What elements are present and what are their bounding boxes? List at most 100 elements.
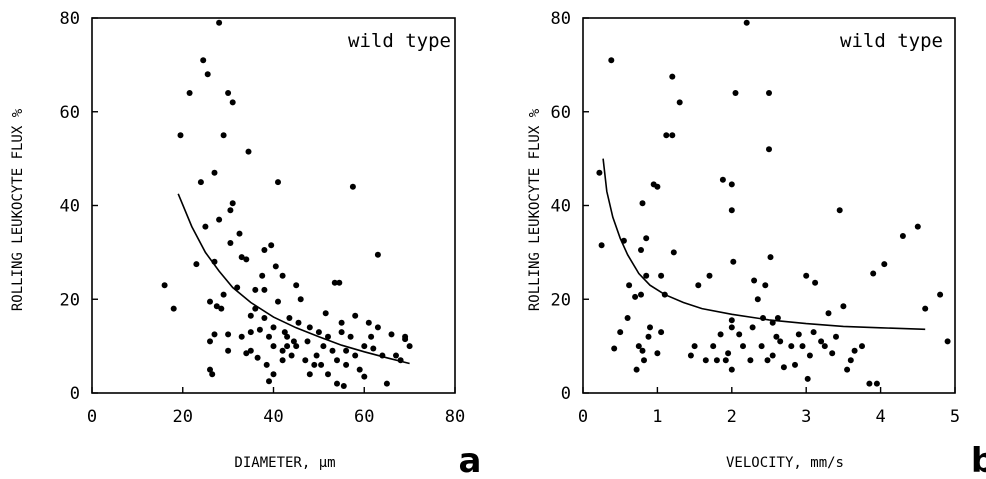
panel-a-data-point bbox=[216, 216, 223, 223]
panel-b-data-point bbox=[647, 324, 653, 331]
panel-a-data-point bbox=[318, 361, 325, 368]
panel-a-data-point bbox=[402, 333, 409, 340]
panel-a-data-point bbox=[270, 371, 277, 378]
panel-a-data-point bbox=[177, 132, 184, 139]
panel-b-data-point bbox=[732, 90, 739, 96]
panel-b-data-point bbox=[749, 324, 756, 331]
panel-b-data-point bbox=[840, 303, 847, 310]
panel-a-data-point bbox=[252, 286, 259, 293]
panel-a-data-point bbox=[218, 305, 225, 312]
panel-b-data-point bbox=[806, 352, 813, 359]
panel-a-data-point bbox=[281, 329, 288, 336]
panel-a-data-point bbox=[290, 338, 297, 345]
panel-a-data-point bbox=[352, 312, 359, 319]
panel-a-data-point bbox=[275, 298, 281, 305]
panel-b-data-point bbox=[632, 293, 639, 300]
panel-a-data-point bbox=[200, 57, 207, 64]
panel-b-letter: b bbox=[971, 441, 986, 479]
panel-a-data-point bbox=[322, 310, 329, 317]
panel-b-data-point bbox=[728, 366, 735, 373]
panel-a-letter: a bbox=[459, 441, 482, 479]
panel-a-data-point bbox=[338, 329, 345, 336]
panel-a-data-point bbox=[343, 347, 350, 354]
panel-a-data-point bbox=[325, 371, 331, 378]
panel-a-data-point bbox=[266, 378, 272, 385]
panel-a-data-point bbox=[288, 352, 295, 359]
panel-b-data-point bbox=[617, 329, 624, 336]
panel-a-data-point bbox=[243, 256, 250, 263]
panel-b-data-point bbox=[780, 364, 787, 371]
panel-b-data-point bbox=[777, 338, 784, 345]
panel-b-data-point bbox=[719, 176, 726, 183]
panel-a-data-point bbox=[313, 352, 320, 359]
panel-a-data-point bbox=[334, 380, 340, 387]
panel-a-fit-curve bbox=[177, 193, 410, 365]
panel-a-y-tick-label: 20 bbox=[60, 290, 80, 310]
panel-a-data-point bbox=[279, 272, 286, 279]
panel-a-data-point bbox=[211, 331, 218, 338]
panel-b-data-point bbox=[643, 272, 650, 279]
panel-a-data-point bbox=[186, 90, 193, 96]
panel-b-data-point bbox=[736, 331, 743, 338]
panel-b-data-point bbox=[663, 132, 670, 139]
panel-a-data-point bbox=[279, 357, 286, 364]
panel-b-data-point bbox=[722, 357, 729, 364]
panel-b-data-point bbox=[611, 345, 618, 352]
panel-b-data-point bbox=[728, 207, 735, 214]
panel-b-data-point bbox=[944, 338, 951, 345]
panel-a-data-point bbox=[320, 343, 327, 350]
panel-b-x-tick-label: 0 bbox=[578, 407, 588, 427]
panel-b-data-point bbox=[658, 329, 665, 336]
panel-b-data-point bbox=[654, 183, 661, 190]
panel-b-data-point bbox=[774, 315, 781, 321]
panel-a-data-point bbox=[197, 179, 204, 186]
panel-b-data-point bbox=[769, 352, 776, 359]
panel-a-data-point bbox=[374, 251, 381, 258]
panel-b-data-point bbox=[803, 272, 810, 279]
panel-b-data-point bbox=[795, 331, 802, 338]
panel-b-data-point bbox=[645, 333, 652, 340]
panel-b-data-point bbox=[633, 366, 640, 373]
panel-a-data-point bbox=[266, 333, 272, 340]
panel-b-data-point bbox=[706, 272, 713, 279]
panel-b-data-point bbox=[658, 272, 665, 279]
panel-b-data-point bbox=[728, 181, 735, 188]
panel-a-data-point bbox=[247, 329, 254, 336]
panel-a-data-point bbox=[227, 240, 234, 246]
panel-b-data-point bbox=[799, 343, 806, 350]
panel-a-data-point bbox=[209, 371, 216, 378]
panel-b-data-point bbox=[669, 73, 676, 80]
panel-b-data-point bbox=[844, 366, 851, 373]
panel-b-y-axis-label: ROLLING LEUKOCYTE FLUX % bbox=[527, 108, 543, 311]
panel-a-data-point bbox=[247, 347, 254, 354]
panel-a-data-point bbox=[213, 303, 220, 310]
panel-b-data-point bbox=[641, 357, 647, 364]
panel-a-data-point bbox=[286, 315, 293, 321]
panel-a-data-point bbox=[204, 71, 211, 78]
panel-a-data-point bbox=[374, 324, 381, 331]
panel-a-data-point bbox=[284, 343, 291, 350]
panel-b-fit-curve bbox=[602, 158, 926, 331]
panel-b-y-tick-label: 80 bbox=[551, 9, 571, 29]
panel-b-data-point bbox=[676, 99, 683, 106]
panel-b-data-point bbox=[914, 223, 921, 230]
panel-b-data-point bbox=[851, 347, 858, 354]
panel-a-plot-frame bbox=[91, 17, 456, 394]
panel-b-data-point bbox=[766, 90, 772, 96]
panel-b-data-point bbox=[754, 296, 761, 303]
panel-a-y-tick-label: 60 bbox=[60, 103, 80, 123]
panel-a-data-point bbox=[220, 291, 227, 298]
panel-b-data-point bbox=[847, 357, 854, 364]
panel-a-data-point bbox=[261, 247, 268, 253]
panel-a-data-point bbox=[325, 333, 331, 340]
panel-a-data-point bbox=[243, 350, 250, 357]
panel-b-y-tick-label: 0 bbox=[561, 384, 571, 404]
panel-b-data-point bbox=[747, 357, 754, 364]
panel-a-data-point bbox=[225, 331, 232, 338]
panel-a-x-tick-label: 80 bbox=[445, 407, 465, 427]
panel-b-y-tick-label: 40 bbox=[551, 197, 571, 217]
panel-a-x-tick-label: 0 bbox=[87, 407, 97, 427]
panel-a-data-point bbox=[361, 373, 368, 380]
panel-a-data-point bbox=[275, 179, 281, 186]
panel-a-data-point bbox=[306, 324, 313, 331]
